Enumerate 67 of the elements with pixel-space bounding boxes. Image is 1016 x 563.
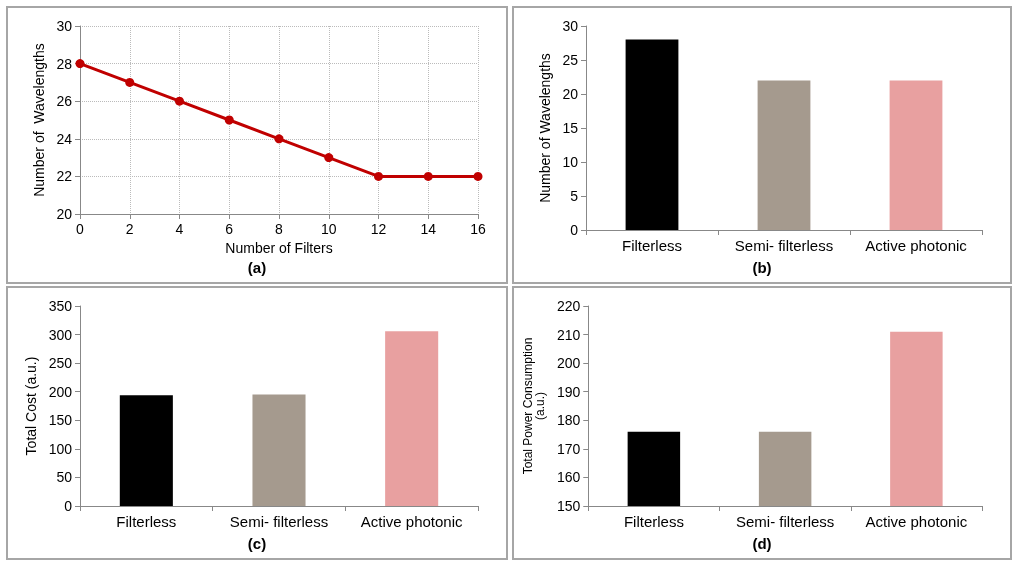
y-tick-label: 15 bbox=[562, 120, 579, 136]
y-axis-title: Total Cost (a.u.) bbox=[22, 356, 39, 456]
y-tick-label: 22 bbox=[56, 168, 73, 185]
y-tick-label: 10 bbox=[562, 154, 579, 170]
y-tick-label: 250 bbox=[48, 355, 73, 372]
x-tick-label: Filterless bbox=[116, 513, 177, 530]
x-axis-title: Number of Filters bbox=[225, 239, 333, 256]
y-tick-label: 20 bbox=[56, 206, 73, 222]
text: (a) bbox=[247, 259, 267, 276]
point bbox=[324, 153, 334, 163]
point bbox=[274, 134, 284, 144]
y-tick-label: 20 bbox=[562, 86, 579, 102]
x-tick-label: Active photonic bbox=[360, 513, 464, 530]
point bbox=[473, 171, 483, 181]
x-tick-label: Active photonic bbox=[865, 237, 968, 254]
x-tick-label: 4 bbox=[175, 221, 184, 237]
x-tick-label: 6 bbox=[225, 221, 234, 237]
text: (c) bbox=[247, 535, 267, 552]
point bbox=[175, 96, 184, 106]
y-tick-label: 180 bbox=[556, 412, 581, 429]
point bbox=[374, 171, 383, 181]
x-tick-label: 10 bbox=[320, 221, 337, 237]
y-axis-title: Number of Wavelengths bbox=[536, 53, 553, 203]
y-tick-label: 28 bbox=[56, 55, 73, 72]
x-tick-label: Semi- filterless bbox=[734, 237, 834, 254]
x-tick-label: Filterless bbox=[623, 513, 684, 530]
y-tick-label: 24 bbox=[56, 130, 73, 147]
y-tick-label: 30 bbox=[562, 18, 579, 34]
y-tick-label: 30 bbox=[56, 18, 73, 34]
bar bbox=[252, 394, 306, 506]
x-tick-label: 0 bbox=[76, 221, 85, 237]
y-axis-title: Number of Wavelengths bbox=[30, 43, 47, 197]
y-tick-label: 150 bbox=[48, 412, 73, 429]
x-tick-label: 14 bbox=[420, 221, 437, 237]
x-tick-label: 12 bbox=[370, 221, 387, 237]
y-tick-label: 100 bbox=[48, 440, 73, 457]
y-tick-label: 26 bbox=[56, 93, 73, 110]
y-tick-label: 0 bbox=[64, 498, 73, 514]
y-tick-label: 300 bbox=[48, 326, 73, 343]
bar bbox=[385, 331, 439, 506]
point bbox=[423, 171, 433, 181]
y-tick-label: 220 bbox=[556, 298, 581, 314]
x-tick-label: Filterless bbox=[621, 237, 683, 254]
y-tick-label: 200 bbox=[556, 355, 581, 372]
y-tick-label: 25 bbox=[562, 52, 579, 68]
y-tick-label: 150 bbox=[556, 498, 581, 514]
point bbox=[125, 77, 135, 87]
x-tick-label: Active photonic bbox=[865, 513, 968, 530]
y-tick-label: 350 bbox=[48, 298, 73, 314]
y-tick-label: 210 bbox=[556, 326, 581, 343]
text: (b) bbox=[752, 259, 772, 276]
x-tick-label: 2 bbox=[125, 221, 134, 237]
x-tick-label: 8 bbox=[275, 221, 284, 237]
point bbox=[224, 115, 234, 125]
y-axis-title: Total Power Consumption (a.u.) bbox=[521, 337, 547, 475]
y-tick-label: 170 bbox=[556, 440, 581, 457]
point bbox=[75, 59, 85, 69]
x-tick-label: 16 bbox=[470, 221, 486, 237]
bar bbox=[119, 395, 173, 506]
y-tick-label: 50 bbox=[56, 469, 73, 486]
x-tick-label: Semi- filterless bbox=[735, 513, 835, 530]
text: (d) bbox=[752, 535, 772, 552]
y-tick-label: 200 bbox=[48, 383, 73, 400]
y-tick-label: 5 bbox=[570, 188, 579, 204]
y-tick-label: 160 bbox=[556, 469, 581, 486]
x-tick-label: Semi- filterless bbox=[229, 513, 329, 530]
y-tick-label: 190 bbox=[556, 383, 581, 400]
